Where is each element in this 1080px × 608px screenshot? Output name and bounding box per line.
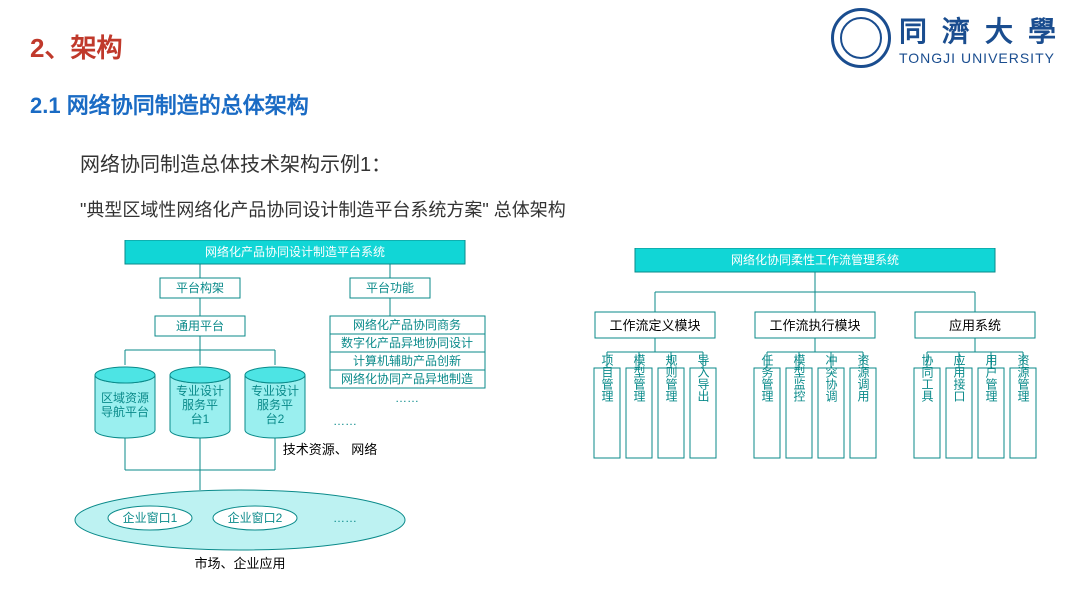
subsection-heading: 2.1 网络协同制造的总体架构 (30, 88, 309, 120)
l3r-2: 计算机辅助产品创新 (353, 353, 461, 368)
r-l2-0: 工作流定义模块 (609, 318, 700, 333)
l3r-1: 数字化产品异地协同设计 (341, 335, 473, 350)
c22: 用户管理 (984, 354, 998, 402)
left-top-label: 网络化产品协同设计制造平台系统 (205, 244, 385, 259)
c11: 模型监控 (792, 354, 806, 402)
cylinder-1: 专业设计服务平台1 (170, 367, 230, 438)
svg-text:企业窗口2: 企业窗口2 (228, 510, 283, 525)
c02: 规则管理 (664, 353, 678, 402)
logo-cn: 同 濟 大 學 (899, 10, 1060, 50)
university-logo: 同 濟 大 學 TONGJI UNIVERSITY (831, 8, 1060, 68)
cyl-0-t: 区域资源导航平台 (101, 391, 149, 419)
c20: 协同工具 (920, 353, 934, 402)
svg-text:企业窗口1: 企业窗口1 (123, 510, 178, 525)
right-top-label: 网络化协同柔性工作流管理系统 (731, 252, 899, 267)
l3r-0: 网络化产品协同商务 (353, 317, 461, 332)
l3r-4: …… (395, 391, 419, 405)
cloud-label: 市场、企业应用 (194, 556, 285, 571)
subsection-title: 网络协同制造的总体架构 (67, 93, 309, 118)
c13: 资源调用 (856, 354, 870, 403)
r-l2-1: 工作流执行模块 (769, 318, 860, 333)
cloud-item-0: 企业窗口1 (108, 506, 192, 530)
c12: 冲突协调 (824, 353, 838, 402)
c10: 任务管理 (760, 354, 774, 402)
cylinder-0: 区域资源导航平台 (95, 367, 155, 438)
dots-mid: …… (333, 414, 357, 428)
subsection-number: 2.1 (30, 93, 67, 118)
l2-1: 平台功能 (366, 280, 414, 295)
r-l2-2: 应用系统 (949, 318, 1001, 333)
cloud-dots: …… (333, 511, 357, 525)
right-diagram: 网络化协同柔性工作流管理系统 工作流定义模块 工作流执行模块 应用系统 项目管理… (580, 248, 1050, 558)
cylinder-2: 专业设计服务平台2 (245, 367, 305, 438)
c03: 导入导出 (696, 354, 710, 402)
cloud-item-1: 企业窗口2 (213, 506, 297, 530)
intro-line-1: 网络协同制造总体技术架构示例1： (80, 148, 391, 177)
section-number: 2、 (30, 33, 70, 63)
c21: 应用接口 (952, 353, 966, 402)
l3r-3: 网络化协同产品异地制造 (341, 371, 473, 386)
intro-line-2: "典型区域性网络化产品协同设计制造平台系统方案" 总体架构 (80, 196, 566, 222)
section-heading: 2、架构 (30, 28, 122, 65)
logo-en: TONGJI UNIVERSITY (899, 50, 1060, 66)
c01: 模型管理 (632, 354, 646, 402)
c23: 资源管理 (1016, 354, 1030, 402)
left-diagram: 网络化产品协同设计制造平台系统 平台构架 平台功能 通用平台 网络化产品协同商务… (70, 240, 530, 600)
section-title: 架构 (70, 33, 122, 63)
logo-seal-icon (831, 8, 891, 68)
l2-0: 平台构架 (176, 280, 224, 295)
c00: 项目管理 (600, 354, 614, 402)
tech-label: 技术资源、 网络 (283, 442, 378, 457)
l3-left: 通用平台 (176, 318, 224, 333)
